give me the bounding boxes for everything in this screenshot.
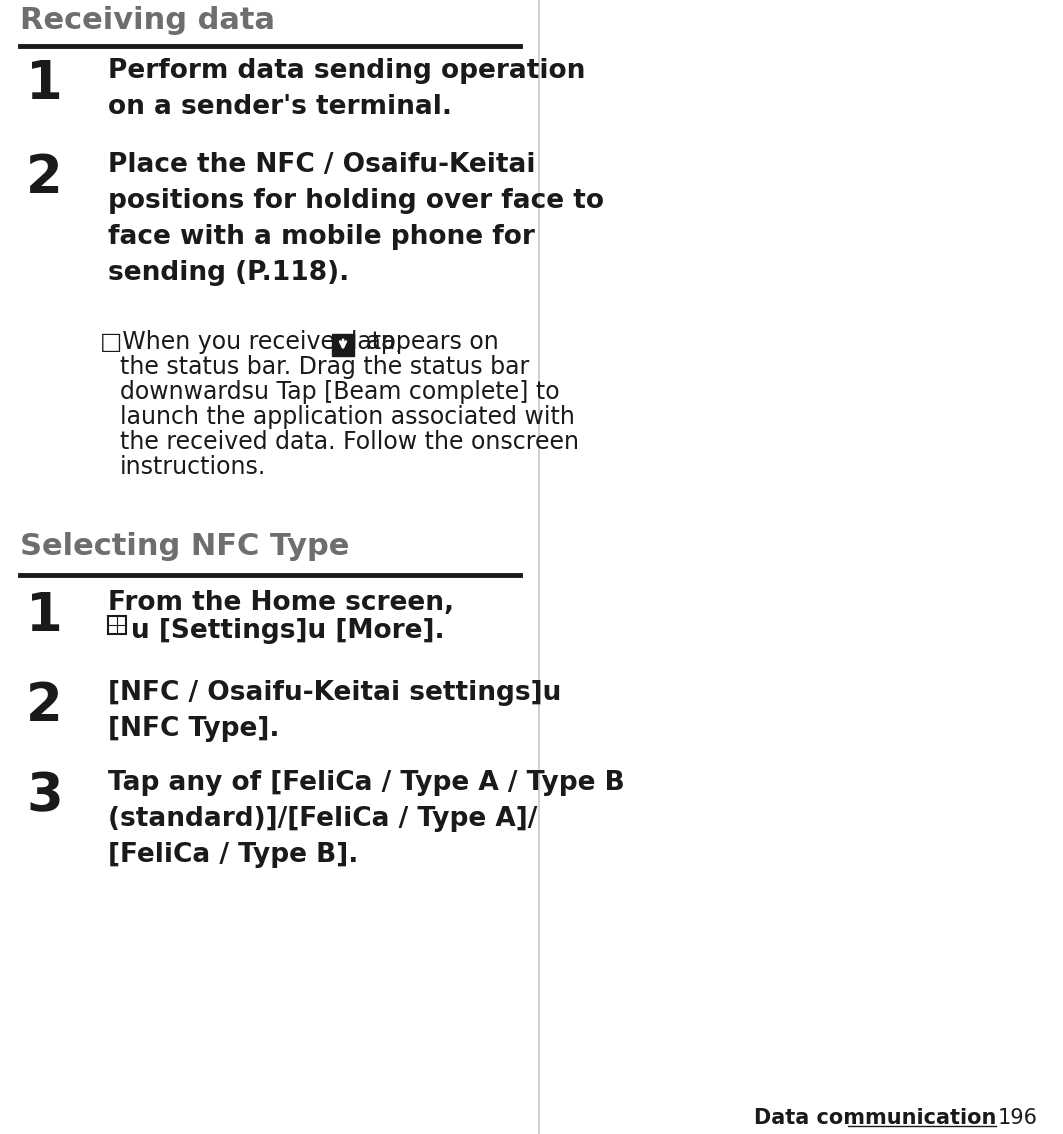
- Text: □When you receive data,: □When you receive data,: [100, 330, 403, 354]
- Text: 3: 3: [26, 770, 63, 822]
- Text: appears on: appears on: [359, 330, 499, 354]
- Text: Perform data sending operation
on a sender's terminal.: Perform data sending operation on a send…: [108, 58, 586, 120]
- Text: 2: 2: [26, 680, 63, 733]
- Text: Receiving data: Receiving data: [20, 6, 275, 35]
- Text: instructions.: instructions.: [120, 455, 266, 479]
- Text: 196: 196: [998, 1108, 1037, 1128]
- Text: Tap any of [FeliCa / Type A / Type B
(standard)]/[FeliCa / Type A]/
[FeliCa / Ty: Tap any of [FeliCa / Type A / Type B (st…: [108, 770, 625, 868]
- Text: downwardsu Tap [Beam complete] to: downwardsu Tap [Beam complete] to: [120, 380, 559, 404]
- Text: From the Home screen,: From the Home screen,: [108, 590, 454, 616]
- Text: 1: 1: [26, 58, 63, 110]
- Text: Selecting NFC Type: Selecting NFC Type: [20, 532, 350, 561]
- Text: launch the application associated with: launch the application associated with: [120, 405, 575, 429]
- FancyBboxPatch shape: [108, 616, 126, 634]
- Text: the status bar. Drag the status bar: the status bar. Drag the status bar: [120, 355, 529, 379]
- Text: 1: 1: [26, 590, 63, 642]
- Text: [NFC / Osaifu-Keitai settings]u
[NFC Type].: [NFC / Osaifu-Keitai settings]u [NFC Typ…: [108, 680, 561, 742]
- Text: the received data. Follow the onscreen: the received data. Follow the onscreen: [120, 430, 579, 454]
- Text: Data communication: Data communication: [754, 1108, 996, 1128]
- Text: Place the NFC / Osaifu-Keitai
positions for holding over face to
face with a mob: Place the NFC / Osaifu-Keitai positions …: [108, 152, 604, 286]
- Text: 2: 2: [26, 152, 63, 204]
- FancyBboxPatch shape: [332, 335, 354, 356]
- Text: u [Settings]u [More].: u [Settings]u [More].: [131, 618, 444, 644]
